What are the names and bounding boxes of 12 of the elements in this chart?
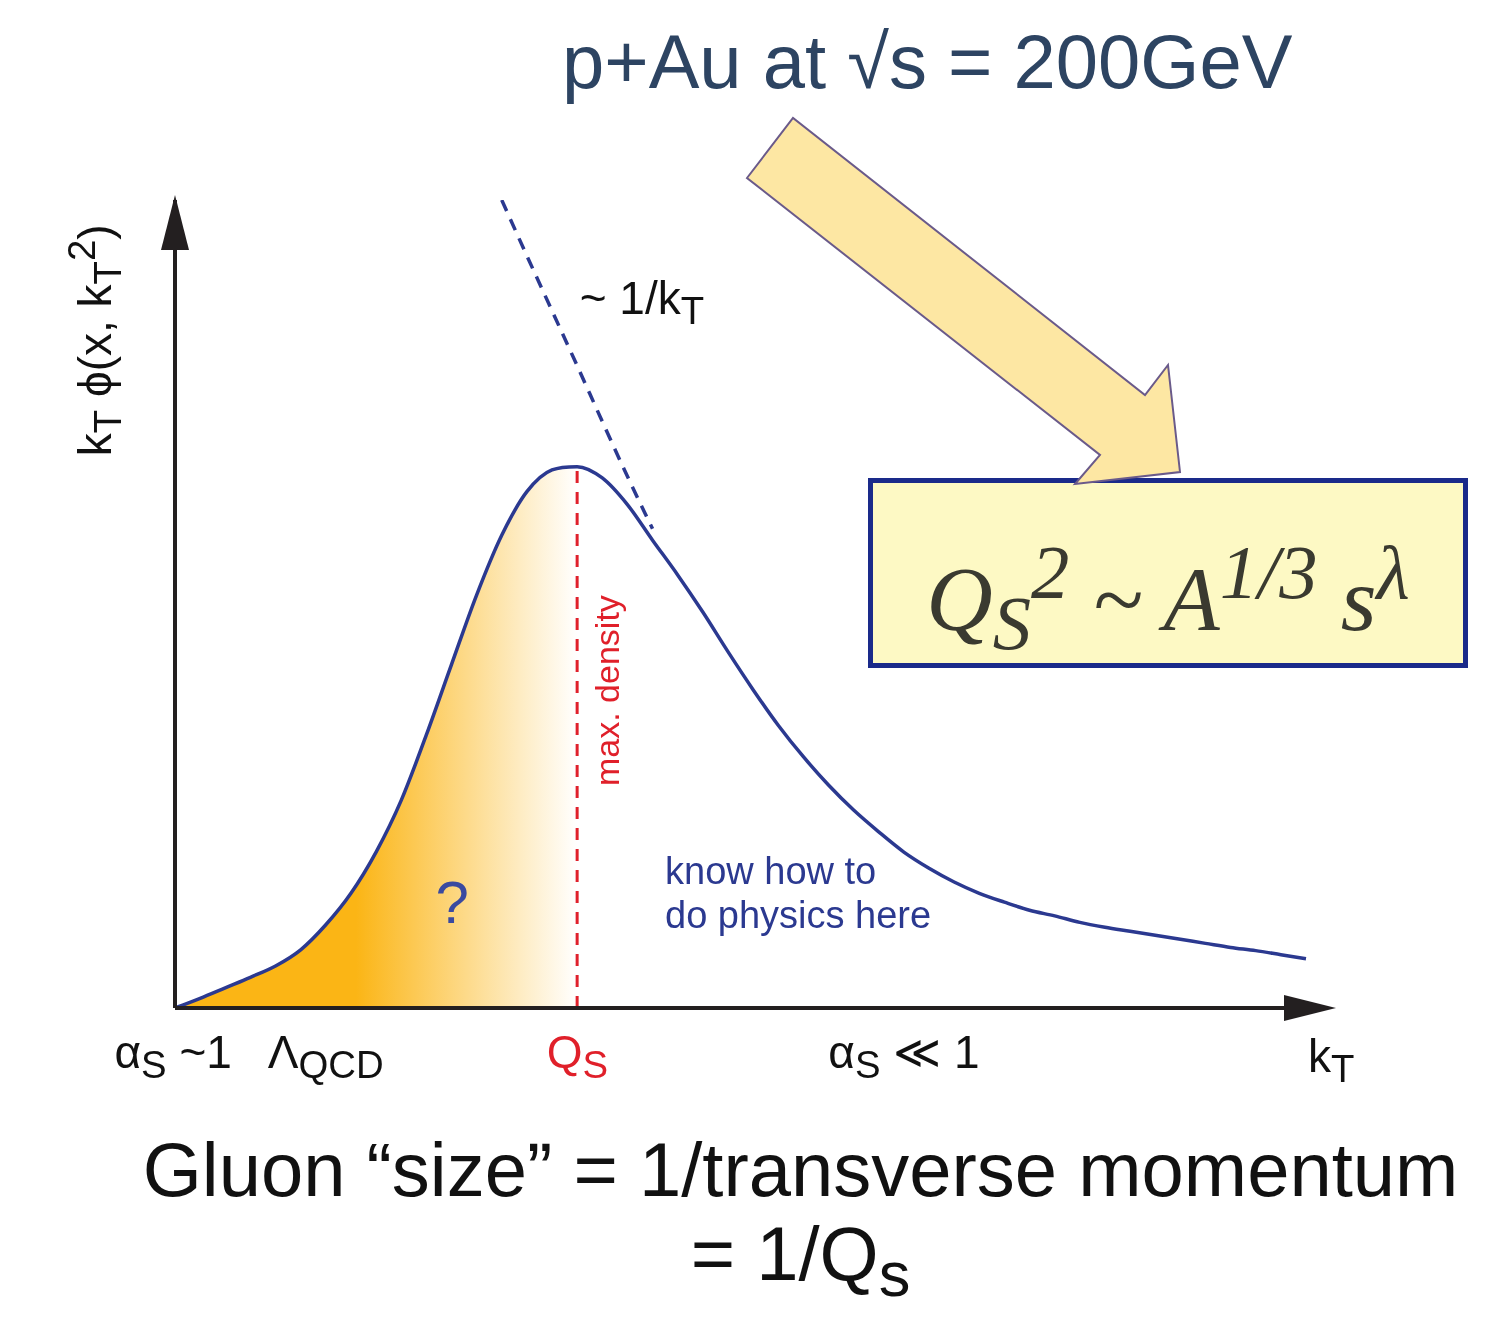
chart-title: p+Au at √s = 200GeV	[562, 18, 1293, 106]
ref-line-label: max. density	[588, 595, 627, 786]
series-label: ~ 1/k$_{T}$	[579, 272, 705, 334]
annotation: know how to do physics here	[665, 850, 932, 938]
text: Gluon “size” = 1/transverse momentum = 1/Q$_{s}$	[141, 1127, 1460, 1310]
x-tick-label: α$_{S}$ ~1	[114, 1026, 232, 1088]
x-axis-title: k$_{T}$	[1308, 1030, 1355, 1092]
x-tick-label: Q$_{S}$	[546, 1026, 608, 1088]
x-tick-label: Λ$_{QCD}$	[267, 1026, 384, 1088]
annotation: Q$_{S}$$^{2}$ ~ A$^{1/3}$ s$^{λ}$	[868, 478, 1468, 668]
x-tick-label: α$_{S}$ ≪ 1	[828, 1026, 980, 1088]
annotation: ?	[435, 868, 469, 937]
